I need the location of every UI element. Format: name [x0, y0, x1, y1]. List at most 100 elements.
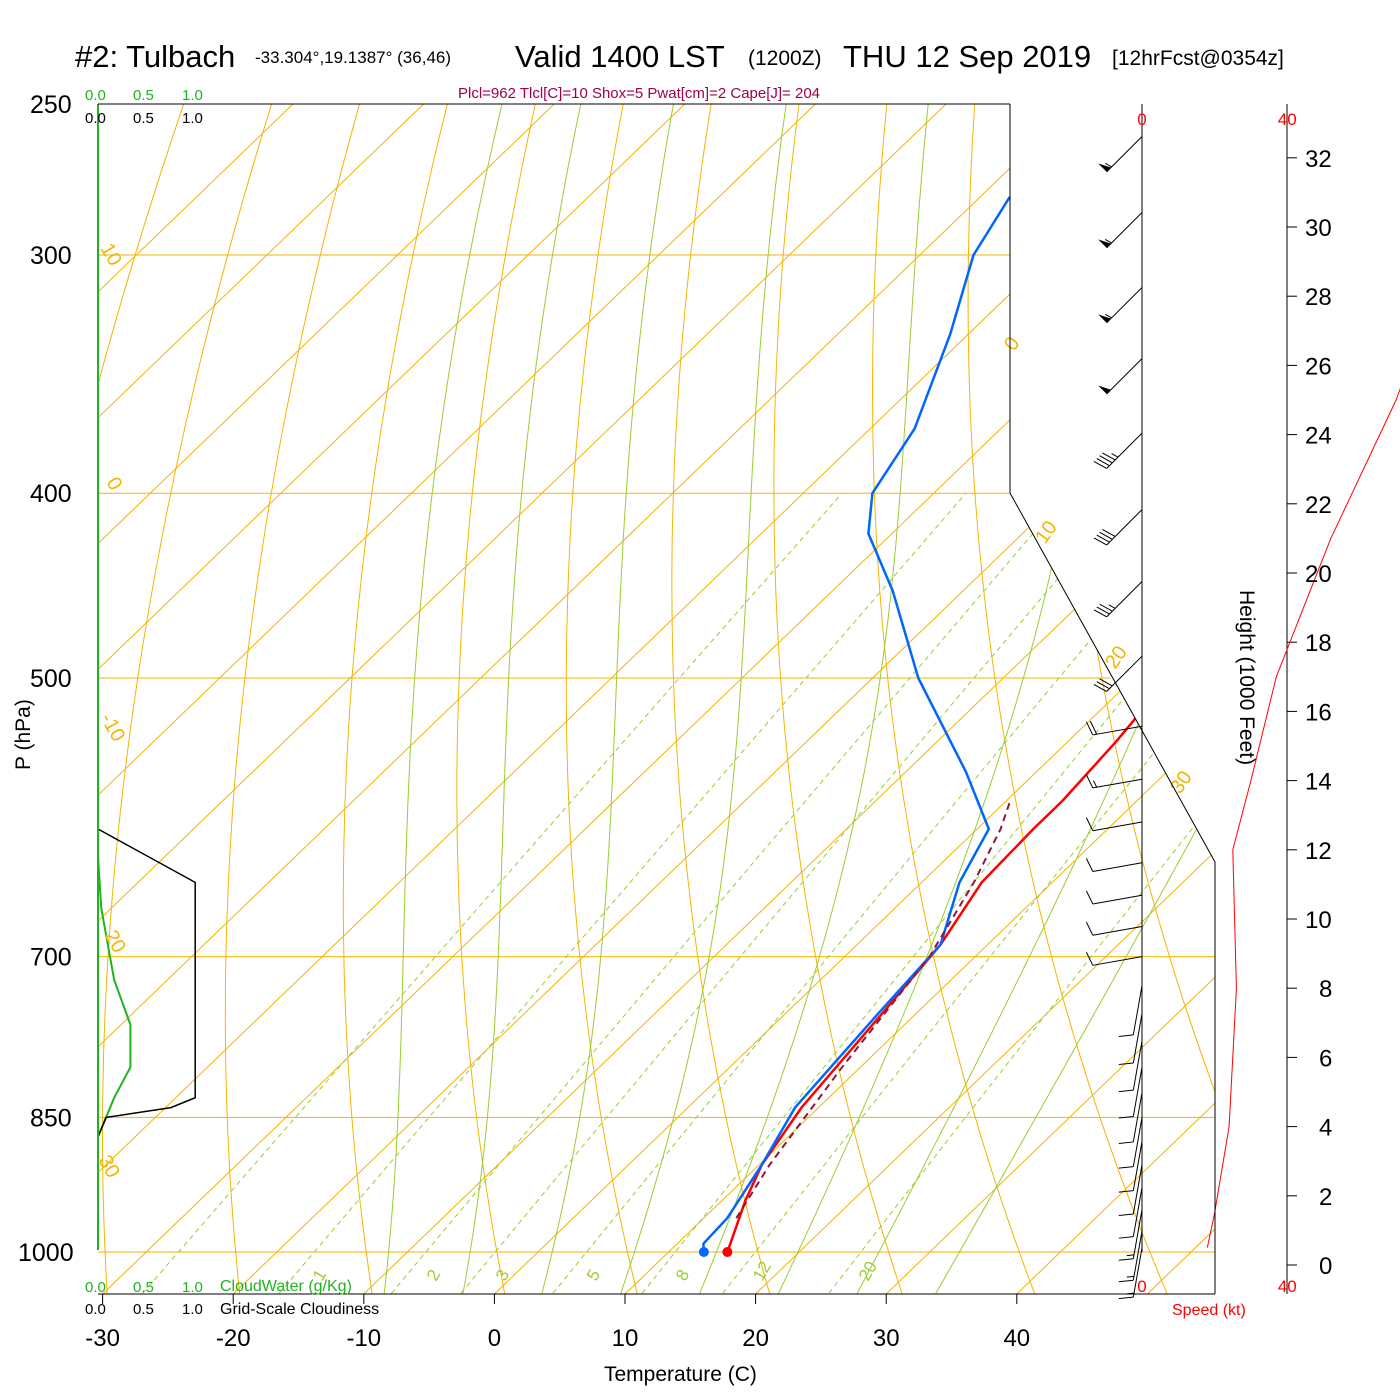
cloudwater-top-tick: 1.0	[182, 87, 203, 104]
isotherm-line	[98, 104, 686, 1294]
dry-adiabat-line	[342, 104, 457, 1294]
isotherm-line	[363, 104, 1215, 1294]
cloudwater-bottom-tick: 0.0	[85, 1279, 106, 1296]
temperature-tick-label: -20	[216, 1325, 251, 1352]
sounding-series	[698, 135, 1215, 1257]
mixing-ratio-label: 8	[672, 1266, 693, 1284]
wind-barb-feather	[1118, 1296, 1134, 1300]
wind-barb-staff	[1106, 287, 1143, 324]
isotherm-line	[624, 104, 1215, 1294]
wind-barb-feather	[1085, 817, 1094, 831]
dry-adiabat-line	[773, 104, 905, 1294]
wind-barb-feather	[1093, 684, 1107, 692]
mixing-ratio-label: 12	[749, 1258, 775, 1284]
wind-barb-feather	[1085, 890, 1094, 905]
wind-barb-feather	[1085, 921, 1094, 936]
moist-adiabat-line	[618, 104, 787, 1294]
wind-barb-staff	[1092, 862, 1143, 872]
moist-adiabat-line	[696, 104, 929, 1294]
station-coords: -33.304°,19.1387° (36,46)	[255, 48, 451, 67]
cloudwater-label: CloudWater (g/Kg)	[220, 1278, 352, 1295]
indices-line: Plcl=962 Tlcl[C]=10 Shox=5 Pwat[cm]=2 Ca…	[458, 85, 820, 102]
height-axis-title: Height (1000 Feet)	[1235, 590, 1258, 765]
temperature-line	[726, 135, 1215, 1253]
forecast-info: [12hrFcst@0354z]	[1112, 47, 1284, 70]
height-tick-label: 2	[1319, 1184, 1332, 1211]
height-tick-label: 14	[1305, 769, 1332, 796]
cloudiness-top-tick: 1.0	[182, 110, 203, 127]
mixing-ratio-line	[823, 492, 1215, 1294]
cloudiness-bottom-tick: 0.5	[133, 1301, 154, 1318]
wind-barb-half-feather	[1104, 238, 1112, 244]
wind-barb-feather	[1099, 678, 1113, 687]
wind-barb-feather	[1118, 1141, 1134, 1144]
station-title: #2: Tulbach	[75, 39, 235, 74]
mixing-ratio-line	[272, 492, 967, 1294]
surface-dewpoint-point	[698, 1247, 709, 1257]
wind-barb-feather	[1085, 721, 1094, 736]
height-tick-label: 24	[1305, 423, 1332, 450]
wind-barb-staff	[1092, 926, 1143, 936]
pressure-tick-label: 1000	[18, 1239, 74, 1267]
dry-adiabat-line	[456, 104, 544, 1294]
height-tick-label: 22	[1305, 492, 1332, 519]
wind-barb-staff	[1132, 1092, 1143, 1143]
wind-barb-staff	[1132, 1164, 1143, 1215]
wind-barb-staff	[1132, 1141, 1143, 1191]
wind-barb-staff	[1092, 725, 1143, 736]
moist-adiabat-line	[853, 104, 1215, 1294]
wind-speed-line	[1206, 387, 1400, 1248]
adiabat-label: -10	[96, 710, 130, 746]
adiabat-label: 20	[1101, 642, 1132, 673]
pressure-tick-label: 400	[30, 480, 72, 508]
speed-tick-label-bottom: 40	[1278, 1277, 1297, 1296]
isotherm-line	[1147, 104, 1215, 1294]
parcel-line	[735, 800, 1012, 1219]
temperature-tick-label: 40	[1003, 1325, 1030, 1352]
isotherm-line	[98, 104, 1077, 1294]
wind-barb-feather	[1102, 452, 1116, 461]
cloudiness-line	[97, 828, 196, 1137]
cloudiness-bottom-tick: 0.0	[85, 1301, 106, 1318]
speed-tick-label-top: 40	[1278, 110, 1297, 129]
moist-adiabat-line	[774, 104, 1111, 1294]
speed-tick-label-top: 0	[1137, 110, 1146, 129]
mixing-ratio-line	[547, 492, 1214, 1294]
wind-barb-feather	[1118, 1166, 1134, 1169]
wind-barb-staff	[1106, 655, 1143, 692]
cloudwater-top-tick: 0.5	[133, 87, 154, 104]
pressure-tick-label: 850	[30, 1104, 72, 1132]
wind-barb-staff	[1092, 894, 1143, 905]
wind-barb-half-feather	[1126, 1275, 1135, 1278]
wind-barb-staff	[1106, 432, 1143, 469]
isotherm-line	[1278, 104, 1400, 1294]
cloudiness-bottom-tick: 1.0	[182, 1301, 203, 1318]
height-tick-label: 8	[1319, 976, 1332, 1003]
adiabat-label: 0	[1000, 333, 1024, 355]
wind-barb-feather	[1093, 537, 1107, 546]
height-tick-label: 0	[1319, 1253, 1332, 1280]
dry-adiabat-line	[1150, 104, 1215, 1294]
pressure-axis-title: P (hPa)	[12, 699, 35, 770]
isotherm-line	[755, 104, 1215, 1294]
wind-barb-feather	[1099, 531, 1113, 540]
pressure-tick-label: 500	[30, 665, 72, 693]
wind-barb-feather	[1102, 528, 1116, 537]
wind-barb-half-feather	[1108, 604, 1116, 609]
wind-barb-feather	[1118, 1279, 1134, 1283]
mixing-ratio-label: 20	[855, 1258, 881, 1284]
moist-adiabat-line	[931, 104, 1215, 1294]
speed-tick-label-bottom: 0	[1137, 1277, 1146, 1296]
height-tick-label: 6	[1319, 1045, 1332, 1072]
temperature-tick-label: -10	[346, 1325, 381, 1352]
pressure-tick-label: 300	[30, 242, 72, 270]
cloudwater-top-tick: 0.0	[85, 87, 106, 104]
adiabat-label: 10	[96, 240, 126, 270]
background-grid	[98, 104, 1400, 1294]
wind-barb-feather	[1085, 858, 1094, 872]
cloudwater-bottom-tick: 0.5	[133, 1279, 154, 1296]
speed-axis-title: Speed (kt)	[1172, 1302, 1246, 1319]
wind-barb-feather	[1093, 460, 1107, 469]
wind-barb-staff	[1132, 1247, 1143, 1298]
